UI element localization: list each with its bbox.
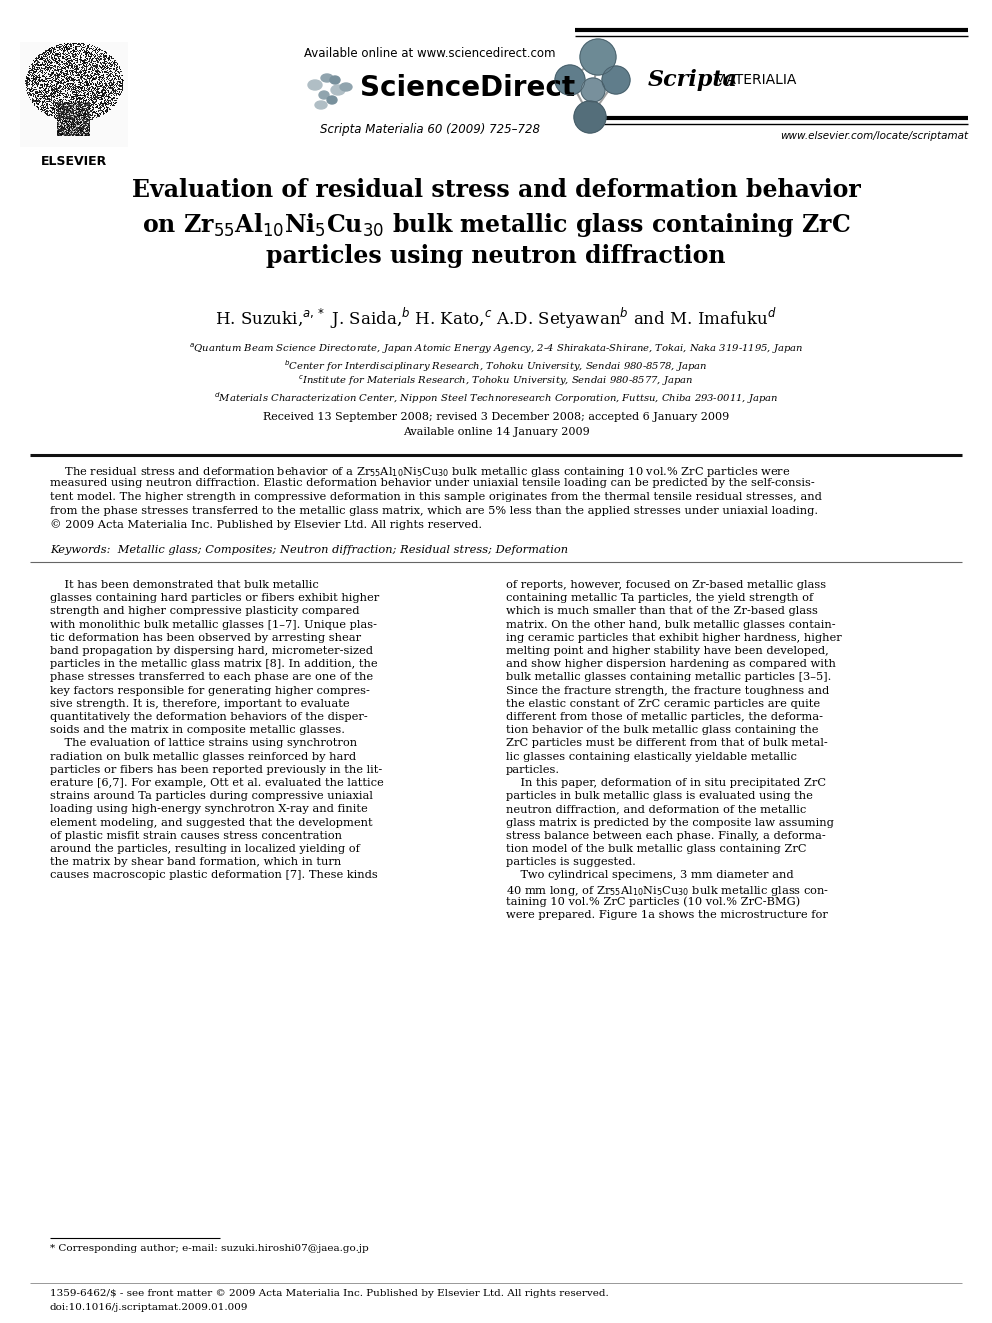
Circle shape (606, 70, 626, 90)
Text: on Zr$_{55}$Al$_{10}$Ni$_{5}$Cu$_{30}$ bulk metallic glass containing ZrC: on Zr$_{55}$Al$_{10}$Ni$_{5}$Cu$_{30}$ b… (142, 210, 850, 239)
Text: particles.: particles. (506, 765, 560, 775)
Circle shape (585, 45, 611, 70)
Circle shape (583, 111, 596, 123)
Text: ing ceramic particles that exhibit higher hardness, higher: ing ceramic particles that exhibit highe… (506, 632, 842, 643)
Text: from the phase stresses transferred to the metallic glass matrix, which are 5% l: from the phase stresses transferred to t… (50, 505, 818, 516)
Text: containing metallic Ta particles, the yield strength of: containing metallic Ta particles, the yi… (506, 593, 813, 603)
Text: www.elsevier.com/locate/scriptamat: www.elsevier.com/locate/scriptamat (780, 131, 968, 142)
Circle shape (559, 70, 580, 90)
Text: Evaluation of residual stress and deformation behavior: Evaluation of residual stress and deform… (132, 179, 860, 202)
Text: lic glasses containing elastically yieldable metallic: lic glasses containing elastically yield… (506, 751, 797, 762)
Ellipse shape (319, 91, 329, 99)
Text: measured using neutron diffraction. Elastic deformation behavior under uniaxial : measured using neutron diffraction. Elas… (50, 479, 814, 488)
Text: phase stresses transferred to each phase are one of the: phase stresses transferred to each phase… (50, 672, 373, 683)
Text: were prepared. Figure 1a shows the microstructure for: were prepared. Figure 1a shows the micro… (506, 910, 828, 919)
Text: particles or fibers has been reported previously in the lit-: particles or fibers has been reported pr… (50, 765, 382, 775)
Text: around the particles, resulting in localized yielding of: around the particles, resulting in local… (50, 844, 360, 855)
Text: ZrC particles must be different from that of bulk metal-: ZrC particles must be different from tha… (506, 738, 827, 749)
Ellipse shape (321, 74, 333, 82)
Text: tent model. The higher strength in compressive deformation in this sample origin: tent model. The higher strength in compr… (50, 492, 822, 501)
Text: Since the fracture strength, the fracture toughness and: Since the fracture strength, the fractur… (506, 685, 829, 696)
Text: element modeling, and suggested that the development: element modeling, and suggested that the… (50, 818, 373, 828)
Ellipse shape (331, 85, 345, 95)
Text: Scripta Materialia 60 (2009) 725–728: Scripta Materialia 60 (2009) 725–728 (320, 123, 540, 136)
Text: Keywords:  Metallic glass; Composites; Neutron diffraction; Residual stress; Def: Keywords: Metallic glass; Composites; Ne… (50, 545, 568, 556)
Text: Available online 14 January 2009: Available online 14 January 2009 (403, 427, 589, 437)
Text: particles in the metallic glass matrix [8]. In addition, the: particles in the metallic glass matrix [… (50, 659, 378, 669)
Text: 40 mm long, of Zr$_{55}$Al$_{10}$Ni$_{5}$Cu$_{30}$ bulk metallic glass con-: 40 mm long, of Zr$_{55}$Al$_{10}$Ni$_{5}… (506, 884, 829, 897)
Text: the matrix by shear band formation, which in turn: the matrix by shear band formation, whic… (50, 857, 341, 867)
Text: It has been demonstrated that bulk metallic: It has been demonstrated that bulk metal… (50, 579, 318, 590)
Text: © 2009 Acta Materialia Inc. Published by Elsevier Ltd. All rights reserved.: © 2009 Acta Materialia Inc. Published by… (50, 519, 482, 529)
Ellipse shape (308, 79, 322, 90)
Ellipse shape (340, 83, 352, 91)
Circle shape (578, 106, 601, 128)
Ellipse shape (315, 101, 327, 108)
Circle shape (564, 74, 576, 86)
Text: stress balance between each phase. Finally, a deforma-: stress balance between each phase. Final… (506, 831, 825, 841)
Circle shape (584, 82, 601, 98)
Text: particles using neutron diffraction: particles using neutron diffraction (266, 243, 726, 269)
Text: Two cylindrical specimens, 3 mm diameter and: Two cylindrical specimens, 3 mm diameter… (506, 871, 794, 880)
Text: melting point and higher stability have been developed,: melting point and higher stability have … (506, 646, 828, 656)
Text: strength and higher compressive plasticity compared: strength and higher compressive plastici… (50, 606, 359, 617)
Text: The residual stress and deformation behavior of a Zr$_{55}$Al$_{10}$Ni$_{5}$Cu$_: The residual stress and deformation beha… (50, 464, 791, 479)
Circle shape (574, 101, 606, 134)
Ellipse shape (330, 75, 340, 83)
Text: particles is suggested.: particles is suggested. (506, 857, 636, 867)
Text: 1359-6462/$ - see front matter © 2009 Acta Materialia Inc. Published by Elsevier: 1359-6462/$ - see front matter © 2009 Ac… (50, 1289, 609, 1298)
Text: taining 10 vol.% ZrC particles (10 vol.% ZrC-BMG): taining 10 vol.% ZrC particles (10 vol.%… (506, 897, 801, 908)
Text: $^{c}$Institute for Materials Research, Tohoku University, Sendai 980-8577, Japa: $^{c}$Institute for Materials Research, … (299, 374, 693, 389)
Circle shape (591, 50, 605, 65)
Text: loading using high-energy synchrotron X-ray and finite: loading using high-energy synchrotron X-… (50, 804, 368, 815)
Text: soids and the matrix in composite metallic glasses.: soids and the matrix in composite metall… (50, 725, 345, 736)
Circle shape (602, 66, 630, 94)
Text: MATERIALIA: MATERIALIA (710, 73, 797, 87)
Text: which is much smaller than that of the Zr-based glass: which is much smaller than that of the Z… (506, 606, 817, 617)
Text: neutron diffraction, and deformation of the metallic: neutron diffraction, and deformation of … (506, 804, 806, 815)
Circle shape (581, 78, 605, 102)
Text: strains around Ta particles during compressive uniaxial: strains around Ta particles during compr… (50, 791, 373, 802)
Text: the elastic constant of ZrC ceramic particles are quite: the elastic constant of ZrC ceramic part… (506, 699, 820, 709)
Text: ScienceDirect: ScienceDirect (360, 74, 575, 102)
Ellipse shape (327, 97, 337, 105)
Text: causes macroscopic plastic deformation [7]. These kinds: causes macroscopic plastic deformation [… (50, 871, 378, 880)
Text: quantitatively the deformation behaviors of the disper-: quantitatively the deformation behaviors… (50, 712, 368, 722)
Text: glass matrix is predicted by the composite law assuming: glass matrix is predicted by the composi… (506, 818, 834, 828)
Text: with monolithic bulk metallic glasses [1–7]. Unique plas-: with monolithic bulk metallic glasses [1… (50, 619, 377, 630)
Text: In this paper, deformation of in situ precipitated ZrC: In this paper, deformation of in situ pr… (506, 778, 826, 789)
Text: particles in bulk metallic glass is evaluated using the: particles in bulk metallic glass is eval… (506, 791, 812, 802)
Text: radiation on bulk metallic glasses reinforced by hard: radiation on bulk metallic glasses reinf… (50, 751, 356, 762)
Text: erature [6,7]. For example, Ott et al. evaluated the lattice: erature [6,7]. For example, Ott et al. e… (50, 778, 384, 789)
Text: matrix. On the other hand, bulk metallic glasses contain-: matrix. On the other hand, bulk metallic… (506, 619, 835, 630)
Text: tion model of the bulk metallic glass containing ZrC: tion model of the bulk metallic glass co… (506, 844, 806, 855)
Text: tic deformation has been observed by arresting shear: tic deformation has been observed by arr… (50, 632, 361, 643)
Text: Received 13 September 2008; revised 3 December 2008; accepted 6 January 2009: Received 13 September 2008; revised 3 De… (263, 411, 729, 422)
Text: Scripta: Scripta (648, 69, 738, 91)
Text: $^{b}$Center for Interdisciplinary Research, Tohoku University, Sendai 980-8578,: $^{b}$Center for Interdisciplinary Resea… (285, 359, 707, 374)
Text: Available online at www.sciencedirect.com: Available online at www.sciencedirect.co… (305, 48, 556, 60)
Text: doi:10.1016/j.scriptamat.2009.01.009: doi:10.1016/j.scriptamat.2009.01.009 (50, 1303, 249, 1312)
Text: ELSEVIER: ELSEVIER (41, 155, 107, 168)
Text: of plastic misfit strain causes stress concentration: of plastic misfit strain causes stress c… (50, 831, 342, 841)
Text: key factors responsible for generating higher compres-: key factors responsible for generating h… (50, 685, 370, 696)
Text: H. Suzuki,$^{a,*}$ J. Saida,$^{b}$ H. Kato,$^{c}$ A.D. Setyawan$^{b}$ and M. Ima: H. Suzuki,$^{a,*}$ J. Saida,$^{b}$ H. Ka… (215, 306, 777, 331)
Text: $^{a}$Quantum Beam Science Directorate, Japan Atomic Energy Agency, 2-4 Shirakat: $^{a}$Quantum Beam Science Directorate, … (188, 343, 804, 356)
Text: and show higher dispersion hardening as compared with: and show higher dispersion hardening as … (506, 659, 836, 669)
Text: bulk metallic glasses containing metallic particles [3–5].: bulk metallic glasses containing metalli… (506, 672, 831, 683)
Text: of reports, however, focused on Zr-based metallic glass: of reports, however, focused on Zr-based… (506, 579, 826, 590)
Circle shape (588, 85, 598, 95)
Text: * Corresponding author; e-mail: suzuki.hiroshi07@jaea.go.jp: * Corresponding author; e-mail: suzuki.h… (50, 1244, 369, 1253)
Text: glasses containing hard particles or fibers exhibit higher: glasses containing hard particles or fib… (50, 593, 379, 603)
Circle shape (610, 74, 622, 86)
Text: band propagation by dispersing hard, micrometer-sized: band propagation by dispersing hard, mic… (50, 646, 373, 656)
Text: The evaluation of lattice strains using synchrotron: The evaluation of lattice strains using … (50, 738, 357, 749)
Text: tion behavior of the bulk metallic glass containing the: tion behavior of the bulk metallic glass… (506, 725, 818, 736)
Text: $^{d}$Materials Characterization Center, Nippon Steel Technoresearch Corporation: $^{d}$Materials Characterization Center,… (214, 390, 778, 406)
Circle shape (555, 65, 585, 95)
Circle shape (580, 38, 616, 75)
Text: different from those of metallic particles, the deforma-: different from those of metallic particl… (506, 712, 823, 722)
Text: sive strength. It is, therefore, important to evaluate: sive strength. It is, therefore, importa… (50, 699, 349, 709)
